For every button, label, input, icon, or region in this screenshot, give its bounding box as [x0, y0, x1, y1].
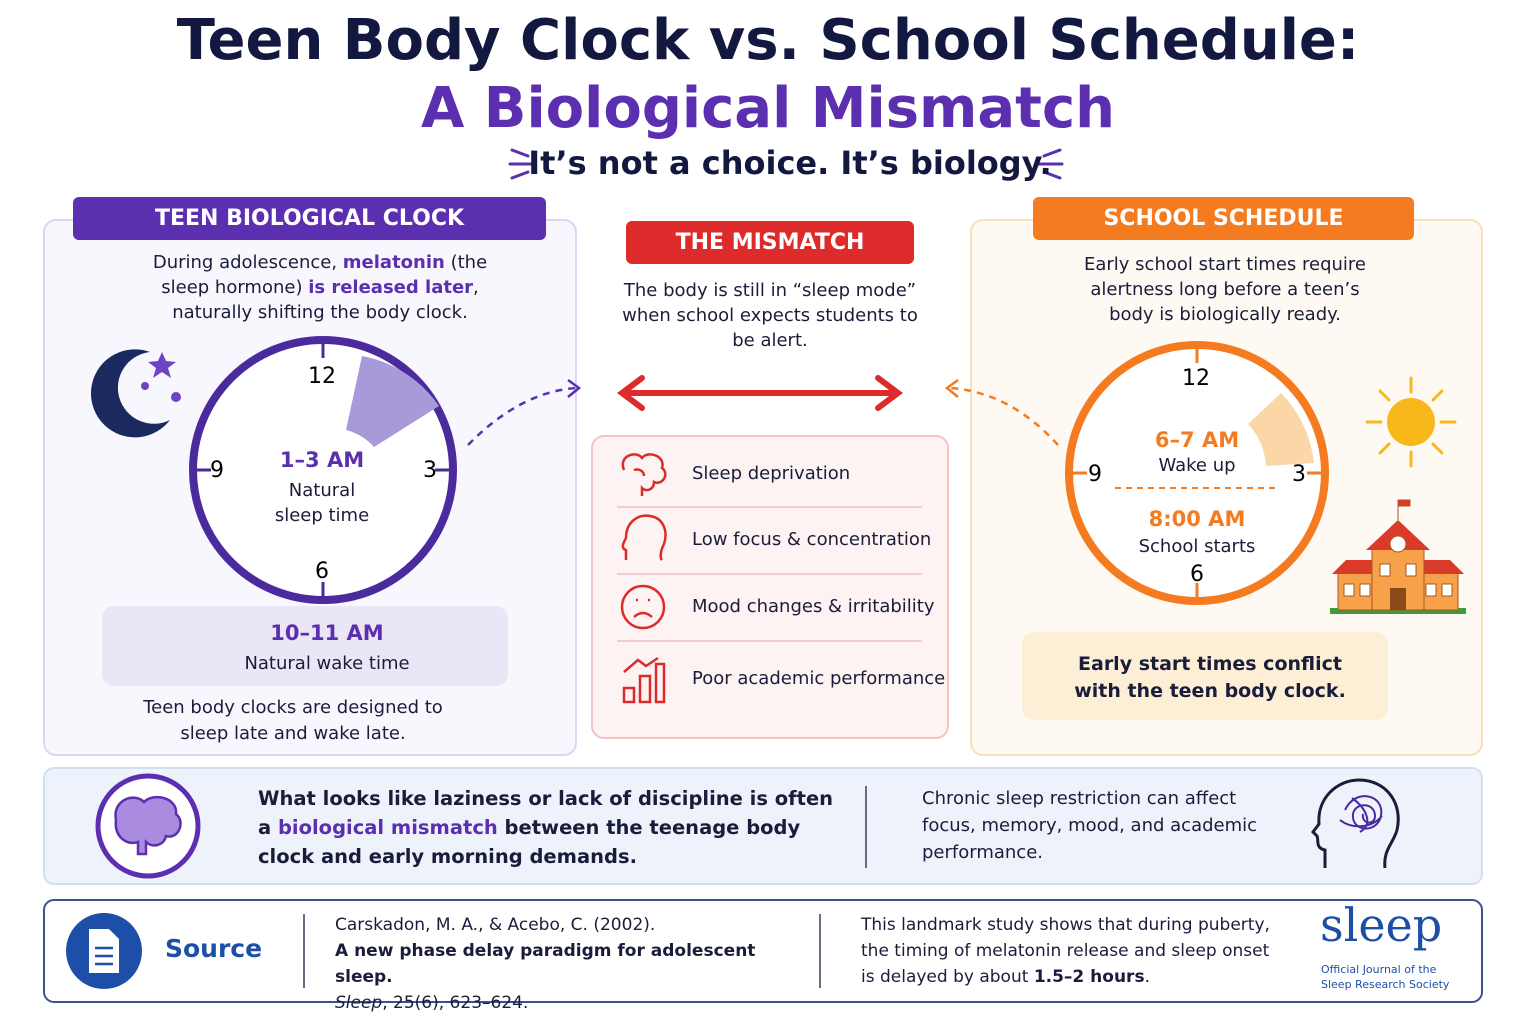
arrow-head: [944, 378, 959, 398]
clock-ticks: [197, 344, 449, 596]
citation-journal-line: Sleep, 25(6), 623–624.: [335, 990, 805, 1016]
text: between the teenage body clock and early…: [258, 816, 801, 868]
text: What looks like laziness or lack of disc…: [258, 787, 834, 839]
journal-tagline: Official Journal of the Sleep Research S…: [1321, 963, 1450, 991]
title: Teen Body Clock vs. School Schedule:: [176, 8, 1360, 73]
double-arrow: [617, 375, 903, 411]
middle-intro: The body is still in “sleep mode” when s…: [622, 280, 918, 351]
wake-time: 6–7 AM: [1154, 428, 1240, 452]
tagline-decoration: [508, 148, 1064, 180]
clock-number: 9: [210, 458, 224, 483]
school-label: School starts: [1138, 536, 1256, 557]
divider: [303, 914, 821, 988]
wake-label: Wake up: [1158, 455, 1236, 476]
clock-number: 3: [423, 458, 437, 483]
moon-icon: [90, 349, 170, 438]
source-band: [43, 899, 1483, 1003]
journal-logo: sleep: [1320, 898, 1443, 952]
tagline: It’s not a choice. It’s biology.: [528, 144, 1052, 182]
citation-authors: Carskadon, M. A., & Acebo, C. (2002).: [335, 915, 656, 935]
star-icon: [148, 352, 176, 378]
separators: [617, 506, 922, 642]
right-intro: Early school start times require alertne…: [1083, 254, 1366, 325]
wake-box: [102, 606, 508, 686]
star-icon: [171, 392, 181, 402]
citation-details: , 25(6), 623–624.: [382, 993, 529, 1013]
insight-band: [43, 767, 1483, 885]
left-intro: During adolescence, melatonin (the sleep…: [130, 250, 510, 325]
highlight: biological mismatch: [277, 816, 498, 839]
school-time: 8:00 AM: [1148, 507, 1246, 531]
section-heading: TEEN BIOLOGICAL CLOCK: [73, 197, 546, 240]
citation-title: A new phase delay paradigm for adolescen…: [335, 941, 756, 987]
wake-label: Natural wake time: [244, 653, 410, 674]
highlight: is released later: [308, 277, 474, 298]
sleep-wedge: [346, 356, 439, 447]
source-summary: This landmark study shows that during pu…: [861, 912, 1281, 990]
wake-time: 10–11 AM: [270, 621, 384, 645]
head-icon: [1311, 778, 1400, 869]
highlight: 1.5–2 hours: [1033, 967, 1145, 987]
section-heading: THE MISMATCH: [626, 221, 914, 264]
insight-main: What looks like laziness or lack of disc…: [258, 784, 838, 871]
clock-number: 6: [1190, 562, 1204, 587]
dashed-arrow: [467, 386, 577, 446]
clock-number: 12: [1182, 366, 1210, 391]
text: This landmark study shows that during pu…: [861, 915, 1270, 987]
right-footer-box: [1022, 632, 1388, 720]
highlight: melatonin: [342, 252, 445, 273]
wake-wedge: [1248, 393, 1314, 466]
right-footer: Early start times conflict with the teen…: [1074, 653, 1346, 702]
effect-icons: [620, 453, 667, 704]
chart-icon: [622, 656, 666, 704]
arrow-head: [567, 378, 582, 398]
clock-number: 6: [315, 559, 329, 584]
brain-icon: [114, 795, 182, 856]
head-icon: [621, 514, 667, 561]
clock-number: 9: [1088, 462, 1102, 487]
effects-box: [591, 435, 949, 739]
effect: Sleep deprivation: [692, 463, 851, 484]
sleep-caption: Natural sleep time: [274, 480, 370, 526]
source-label: Source: [165, 934, 263, 963]
insight-side: Chronic sleep restriction can affect foc…: [922, 788, 1258, 863]
citation-journal: Sleep: [335, 993, 383, 1013]
sleep-time: 1–3 AM: [279, 448, 365, 472]
sad-face-icon: [620, 584, 666, 630]
school-clock-face: [1065, 341, 1329, 605]
text: , naturally shifting the body clock.: [172, 277, 479, 323]
clock-ticks: [1073, 349, 1321, 597]
text: During adolescence,: [152, 252, 343, 273]
star-icon: [141, 382, 149, 390]
left-footer: Teen body clocks are designed to sleep l…: [143, 697, 443, 744]
text: (the sleep hormone): [161, 252, 488, 298]
brain-icon: [621, 453, 667, 496]
effect: Poor academic performance: [692, 668, 946, 689]
effect: Low focus & concentration: [692, 529, 932, 550]
school-icon: [1330, 499, 1466, 614]
scribble-icon: [1339, 795, 1383, 833]
clock-number: 12: [308, 364, 336, 389]
subtitle: A Biological Mismatch: [420, 76, 1116, 141]
citation: Carskadon, M. A., & Acebo, C. (2002). A …: [335, 912, 805, 1016]
section-heading: SCHOOL SCHEDULE: [1033, 197, 1414, 240]
sad-face-mouth: [633, 598, 653, 618]
sun-icon: [1365, 376, 1457, 468]
effect: Mood changes & irritability: [692, 596, 935, 617]
dashed-arrow: [949, 386, 1059, 446]
clock-number: 3: [1292, 462, 1306, 487]
document-icon: [89, 929, 119, 973]
text: .: [1144, 967, 1150, 987]
